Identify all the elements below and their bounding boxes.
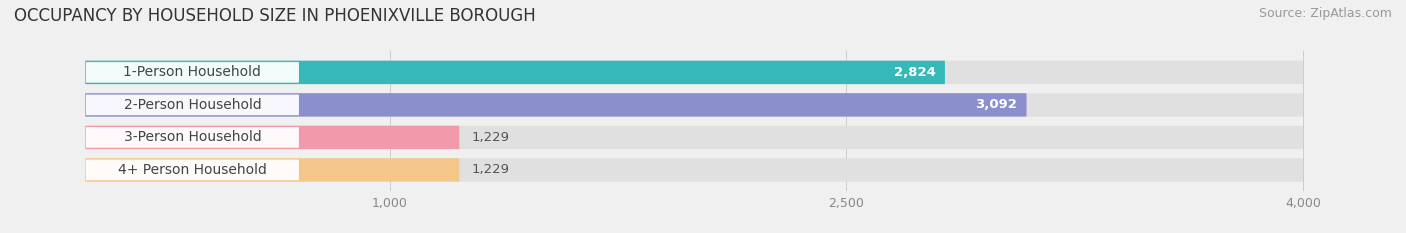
Text: Source: ZipAtlas.com: Source: ZipAtlas.com (1258, 7, 1392, 20)
FancyBboxPatch shape (86, 126, 1303, 149)
FancyBboxPatch shape (86, 93, 1026, 116)
Text: 1,229: 1,229 (471, 163, 509, 176)
FancyBboxPatch shape (86, 160, 299, 180)
Text: 4+ Person Household: 4+ Person Household (118, 163, 267, 177)
Text: 1,229: 1,229 (471, 131, 509, 144)
FancyBboxPatch shape (86, 158, 460, 182)
FancyBboxPatch shape (86, 93, 1303, 116)
FancyBboxPatch shape (86, 158, 1303, 182)
FancyBboxPatch shape (86, 95, 299, 115)
Text: OCCUPANCY BY HOUSEHOLD SIZE IN PHOENIXVILLE BOROUGH: OCCUPANCY BY HOUSEHOLD SIZE IN PHOENIXVI… (14, 7, 536, 25)
Text: 3-Person Household: 3-Person Household (124, 130, 262, 144)
Text: 2,824: 2,824 (894, 66, 936, 79)
Text: 1-Person Household: 1-Person Household (124, 65, 262, 79)
Text: 3,092: 3,092 (976, 98, 1018, 111)
Text: 2-Person Household: 2-Person Household (124, 98, 262, 112)
FancyBboxPatch shape (86, 62, 299, 83)
FancyBboxPatch shape (86, 127, 299, 148)
FancyBboxPatch shape (86, 61, 945, 84)
FancyBboxPatch shape (86, 126, 460, 149)
FancyBboxPatch shape (86, 61, 1303, 84)
